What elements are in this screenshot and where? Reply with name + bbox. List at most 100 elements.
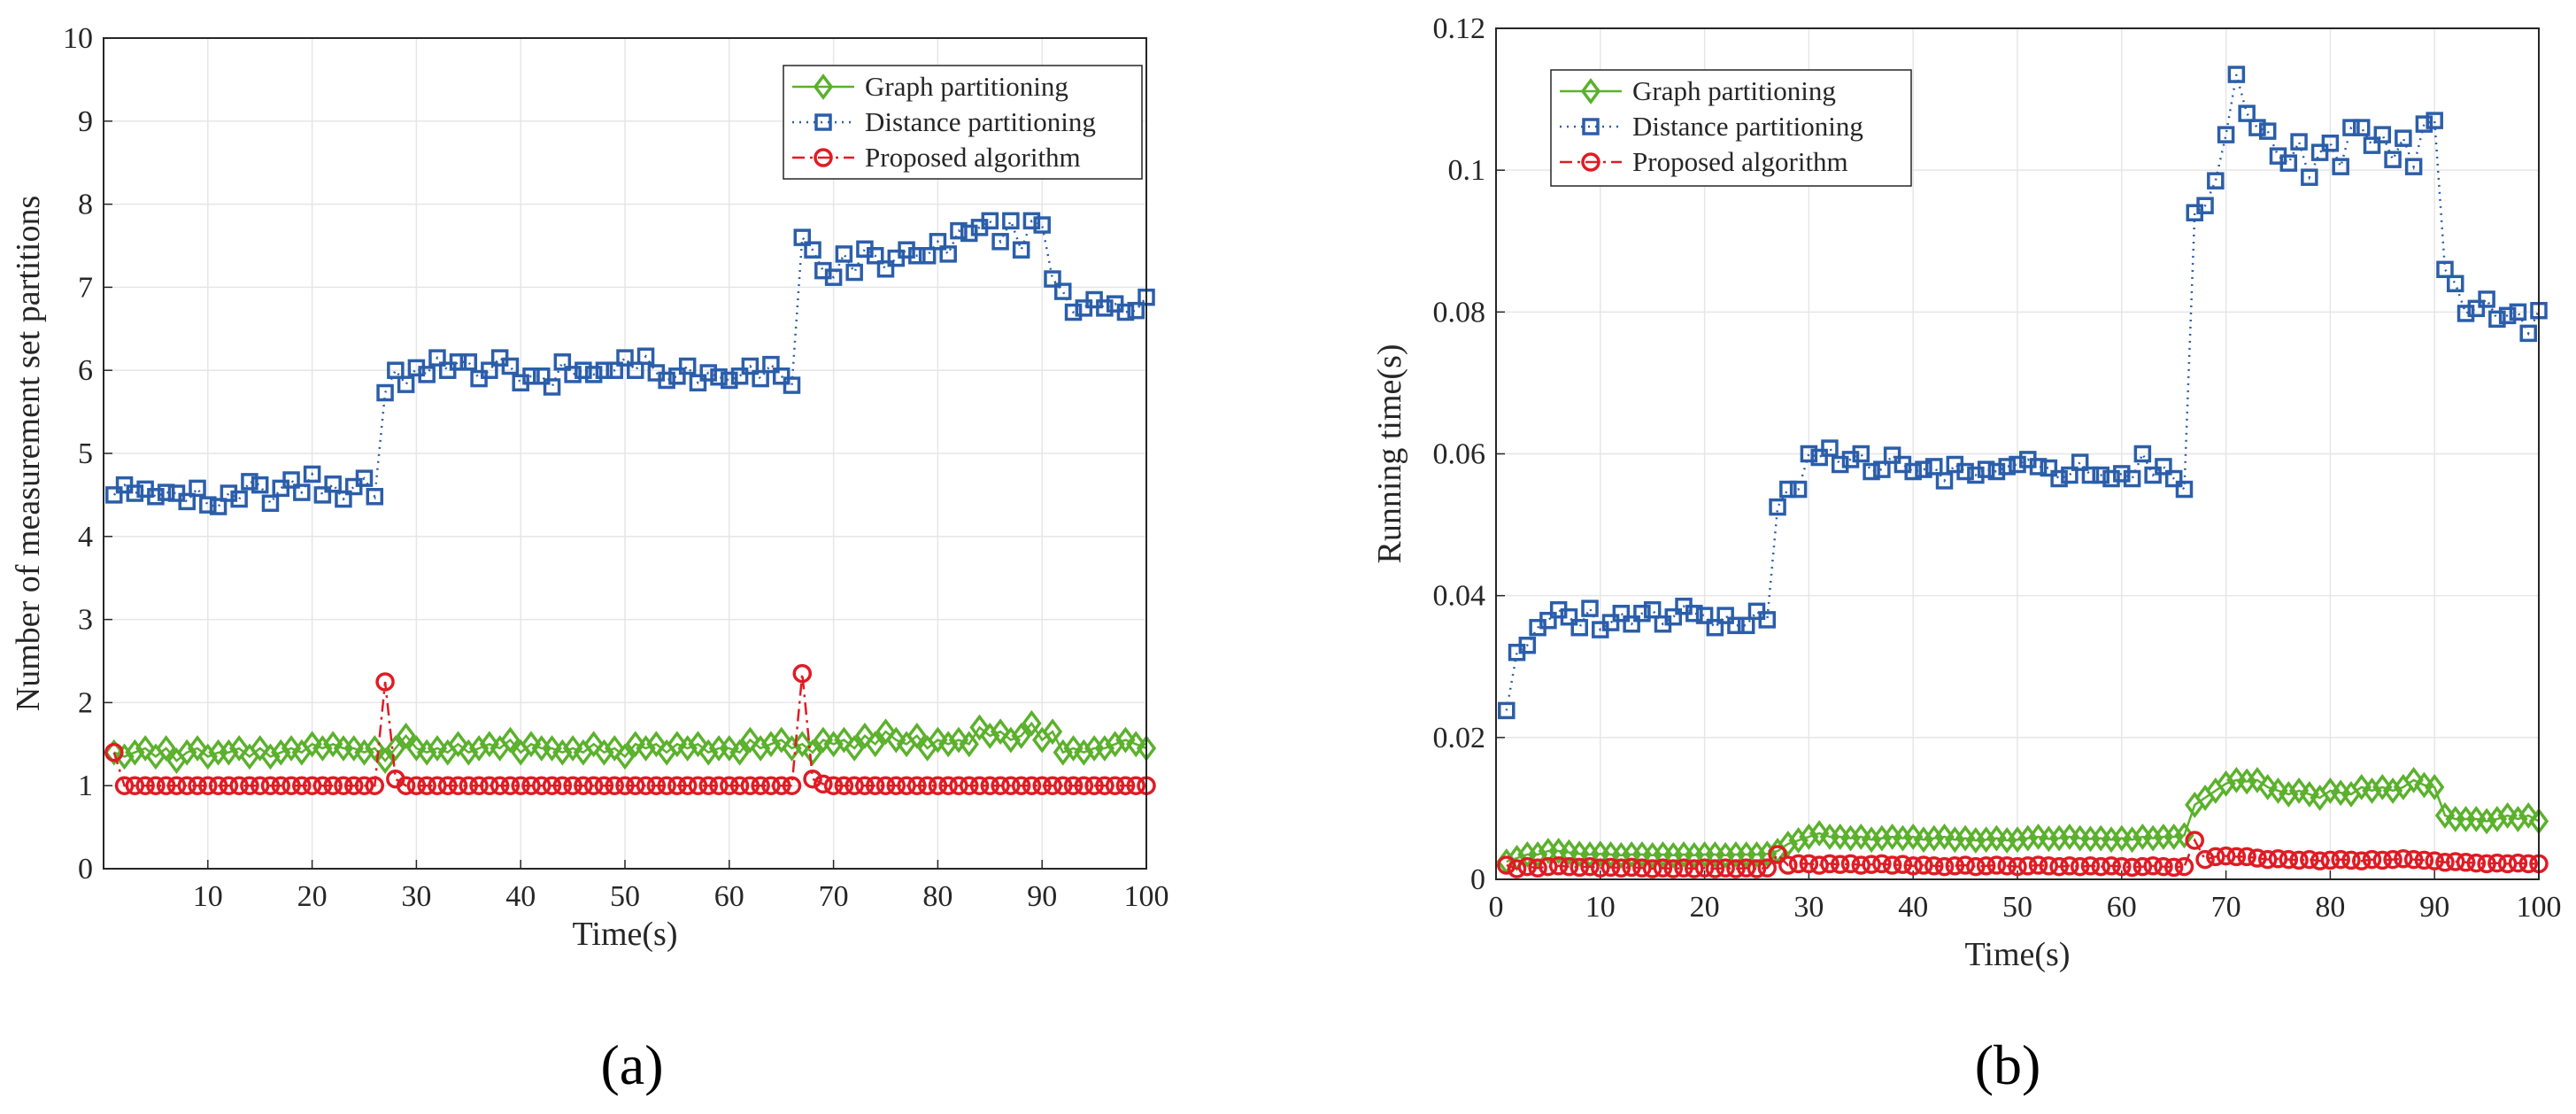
data-point xyxy=(501,357,520,375)
data-point xyxy=(312,735,333,762)
legend-marker xyxy=(814,148,833,167)
data-point xyxy=(2122,826,2142,854)
data-point xyxy=(1924,856,1944,876)
data-point xyxy=(1706,618,1724,637)
data-point xyxy=(147,488,165,506)
y-tick-label: 6 xyxy=(78,354,93,387)
data-point xyxy=(2301,168,2318,186)
data-point xyxy=(594,776,614,795)
x-axis-label: Time(s) xyxy=(1965,936,2071,973)
data-point xyxy=(574,776,593,795)
data-point xyxy=(209,498,228,515)
data-point xyxy=(751,776,770,795)
legend-marker xyxy=(1581,152,1600,172)
data-point xyxy=(1126,731,1146,758)
data-point xyxy=(740,726,760,754)
data-point xyxy=(710,367,728,386)
data-point xyxy=(2373,126,2392,143)
data-point xyxy=(1642,859,1662,878)
data-point xyxy=(949,776,968,795)
legend: Graph partitioning Distance partitioning P… xyxy=(1550,69,1912,187)
data-point xyxy=(1622,857,1641,878)
data-point xyxy=(2237,847,2256,867)
data-point xyxy=(2310,143,2329,161)
data-point xyxy=(2487,806,2508,832)
data-point xyxy=(1548,856,1569,876)
data-point xyxy=(1612,604,1631,623)
data-point xyxy=(844,735,865,762)
data-point xyxy=(2123,469,2141,488)
data-point xyxy=(2508,853,2528,873)
data-point xyxy=(2092,466,2109,484)
data-point xyxy=(2477,854,2496,874)
data-point xyxy=(2257,773,2278,801)
data-point xyxy=(468,735,490,762)
data-point xyxy=(2195,849,2215,870)
data-point xyxy=(1011,776,1031,795)
data-point xyxy=(1001,776,1021,795)
data-point xyxy=(2257,849,2278,870)
chart-panel-b: 0 10 20 30 40 50 60 70 80 90 100 0 0.02 0.04 0.06 0.08 0… xyxy=(1371,12,2562,1096)
data-point xyxy=(969,776,990,795)
data-point xyxy=(1956,462,1974,481)
data-point xyxy=(2351,773,2372,801)
data-point xyxy=(114,743,135,770)
x-tick-label: 20 xyxy=(297,880,328,913)
data-point xyxy=(1893,855,1913,874)
data-point xyxy=(793,228,812,246)
data-point xyxy=(772,367,791,385)
legend-label-proposed-algorithm: Proposed algorithm xyxy=(865,142,1081,173)
data-point xyxy=(1022,709,1042,737)
data-point xyxy=(677,735,698,762)
data-point xyxy=(533,367,551,385)
data-point xyxy=(1559,856,1579,877)
data-point xyxy=(1011,723,1031,749)
data-point xyxy=(1705,859,1725,878)
data-point xyxy=(250,776,270,795)
data-point xyxy=(1002,212,1020,230)
x-tick-label: 90 xyxy=(1027,880,1057,913)
data-point xyxy=(198,776,218,795)
data-point xyxy=(1064,303,1083,321)
data-point xyxy=(1863,462,1880,481)
data-point xyxy=(1789,480,1808,499)
data-point xyxy=(1664,607,1683,626)
series-line-proposed-algorithm xyxy=(1506,838,2539,870)
x-tick-label: 90 xyxy=(2419,891,2449,924)
data-point xyxy=(2341,850,2361,870)
data-point xyxy=(1757,858,1778,878)
data-point xyxy=(614,743,636,770)
data-point xyxy=(428,776,447,795)
data-point xyxy=(418,366,436,383)
data-point xyxy=(449,353,467,371)
data-point xyxy=(1600,857,1621,878)
data-point xyxy=(2143,856,2163,876)
data-point xyxy=(783,376,801,394)
data-point xyxy=(2217,126,2235,143)
data-point xyxy=(219,739,239,766)
x-tick-label: 70 xyxy=(819,880,849,913)
data-point xyxy=(521,776,541,795)
y-tick-label: 0.1 xyxy=(1448,154,1486,187)
data-point xyxy=(1074,739,1094,766)
data-point xyxy=(2299,780,2320,808)
data-point xyxy=(2487,853,2507,873)
data-point xyxy=(1674,858,1693,878)
data-point xyxy=(1115,726,1136,754)
data-point xyxy=(1518,636,1537,654)
data-point xyxy=(2122,857,2142,878)
data-point xyxy=(678,357,697,375)
data-point xyxy=(2133,445,2152,463)
data-point xyxy=(752,369,769,388)
data-point xyxy=(1914,855,1933,875)
data-point xyxy=(1096,299,1114,317)
data-point xyxy=(2332,158,2349,175)
data-point xyxy=(771,776,791,795)
data-point xyxy=(2300,849,2319,870)
data-point xyxy=(1517,856,1538,877)
data-point xyxy=(480,776,499,795)
data-point xyxy=(2426,112,2443,129)
data-point xyxy=(251,476,269,494)
data-point xyxy=(595,361,613,379)
data-point xyxy=(271,776,291,795)
